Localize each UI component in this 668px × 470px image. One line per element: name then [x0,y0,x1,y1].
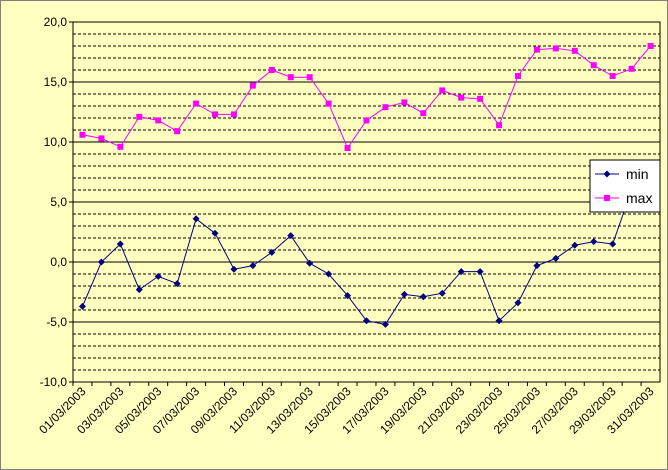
data-point [287,232,295,240]
data-point [496,122,503,129]
data-point [268,248,276,256]
data-point [344,145,351,151]
data-point [363,117,370,124]
data-point [401,99,408,106]
y-tick-label: -5,0 [46,315,67,329]
data-point [155,117,162,124]
y-tick-label: 10,0 [44,135,68,149]
legend-box [589,159,661,213]
data-point [325,100,332,107]
data-point [552,254,560,262]
data-point [249,82,256,89]
data-point [268,67,275,73]
data-point [571,47,578,54]
data-point [647,43,654,49]
y-tick-label: 20,0 [44,15,68,29]
data-point [193,100,200,107]
data-point [590,238,598,246]
data-point [116,240,124,248]
data-point [97,258,105,266]
data-point [98,135,105,142]
data-point [325,270,333,278]
data-point [154,272,162,280]
legend-marker [604,195,610,201]
data-point [571,241,579,249]
y-tick-label: 0,0 [50,255,67,269]
data-point [117,143,124,150]
data-point [609,240,617,248]
data-point [78,302,86,310]
data-point [400,290,408,298]
legend-label: max [626,190,652,206]
data-point [135,286,143,294]
data-point [533,262,541,270]
data-point [438,289,446,297]
data-point [173,280,181,288]
data-point [590,62,597,69]
y-tick-label: -10,0 [40,375,68,389]
data-point [192,215,200,223]
data-point [382,104,389,111]
data-point [211,229,219,237]
data-point [419,293,427,301]
data-point [363,317,370,325]
data-point [381,320,389,328]
data-point [306,74,313,81]
data-point [439,87,446,94]
data-point [230,111,237,118]
data-point [212,111,219,118]
data-point [552,45,559,52]
data-point [628,65,635,72]
data-point [230,265,238,273]
data-point [136,113,143,120]
y-tick-label: 5,0 [50,195,67,209]
data-point [609,73,616,79]
data-point [533,46,540,53]
data-point [79,131,86,138]
y-tick-label: 15,0 [44,75,68,89]
legend-marker [603,170,611,178]
data-point [514,73,521,79]
data-point [514,299,522,307]
data-point [477,95,484,102]
data-point [249,262,257,270]
data-point [287,74,294,81]
data-point [306,259,314,267]
legend-label: min [626,166,649,182]
data-point [457,268,465,276]
data-point [476,268,484,276]
data-point [344,292,352,300]
data-point [495,317,503,325]
data-point [458,94,465,101]
data-point [174,128,181,135]
data-point [420,110,427,117]
